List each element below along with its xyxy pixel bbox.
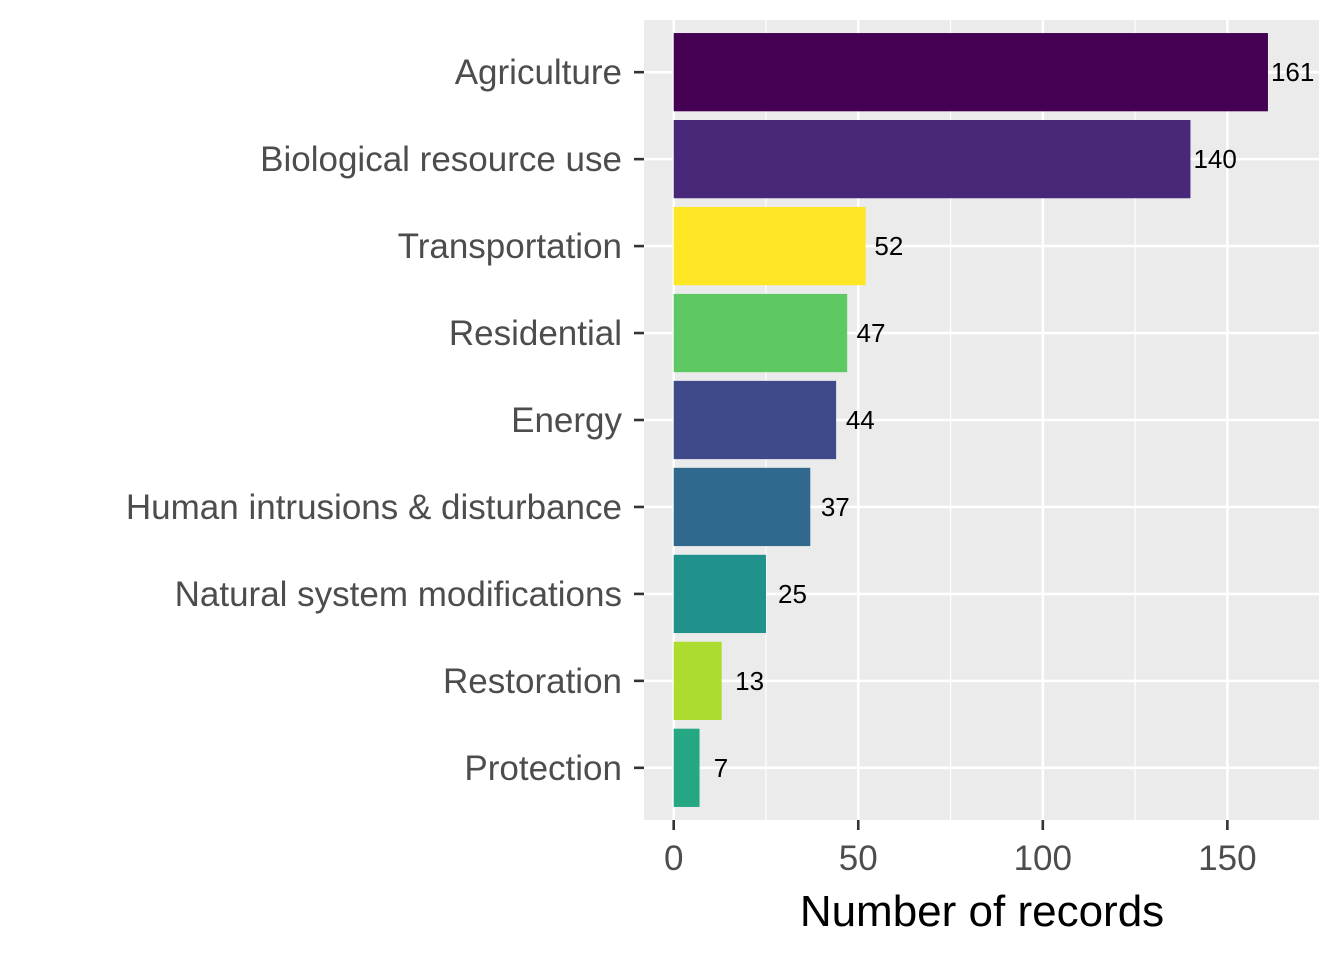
bar-value-label: 44	[846, 405, 875, 435]
category-label: Transportation	[398, 227, 622, 266]
category-label: Natural system modifications	[175, 575, 622, 614]
x-tick-label: 100	[1014, 839, 1072, 878]
bar	[673, 554, 766, 634]
category-label: Energy	[511, 401, 622, 440]
category-label: Protection	[464, 749, 622, 788]
bar-value-label: 7	[714, 753, 728, 783]
bar	[673, 467, 811, 547]
y-axis: Agriculture Biological resource use Transp…	[126, 53, 644, 788]
category-label: Biological resource use	[260, 140, 622, 179]
category-label: Restoration	[443, 662, 622, 701]
value-labels: 161 140 52 47 44 37 25 13 7	[714, 57, 1315, 783]
x-tick-label: 50	[839, 839, 878, 878]
bar-value-label: 47	[857, 318, 886, 348]
bar	[673, 641, 722, 720]
bar	[673, 728, 700, 807]
bars	[673, 33, 1268, 807]
x-tick-label: 150	[1198, 839, 1256, 878]
x-tick-label: 0	[664, 839, 683, 878]
category-label: Human intrusions & disturbance	[126, 488, 622, 527]
category-label: Agriculture	[455, 53, 622, 92]
bar	[673, 120, 1191, 199]
category-label: Residential	[449, 314, 622, 353]
bar-value-label: 140	[1193, 144, 1236, 174]
bar-value-label: 13	[735, 666, 764, 696]
bar-value-label: 25	[778, 579, 807, 609]
bar	[673, 380, 837, 460]
x-axis-title: Number of records	[800, 887, 1164, 936]
bar-value-label: 37	[821, 492, 850, 522]
bar-value-label: 161	[1271, 57, 1314, 87]
bar-value-label: 52	[874, 231, 903, 261]
x-axis: 0 50 100 150	[664, 820, 1257, 878]
bar	[673, 293, 848, 373]
bar	[673, 206, 866, 286]
bar	[673, 33, 1268, 112]
